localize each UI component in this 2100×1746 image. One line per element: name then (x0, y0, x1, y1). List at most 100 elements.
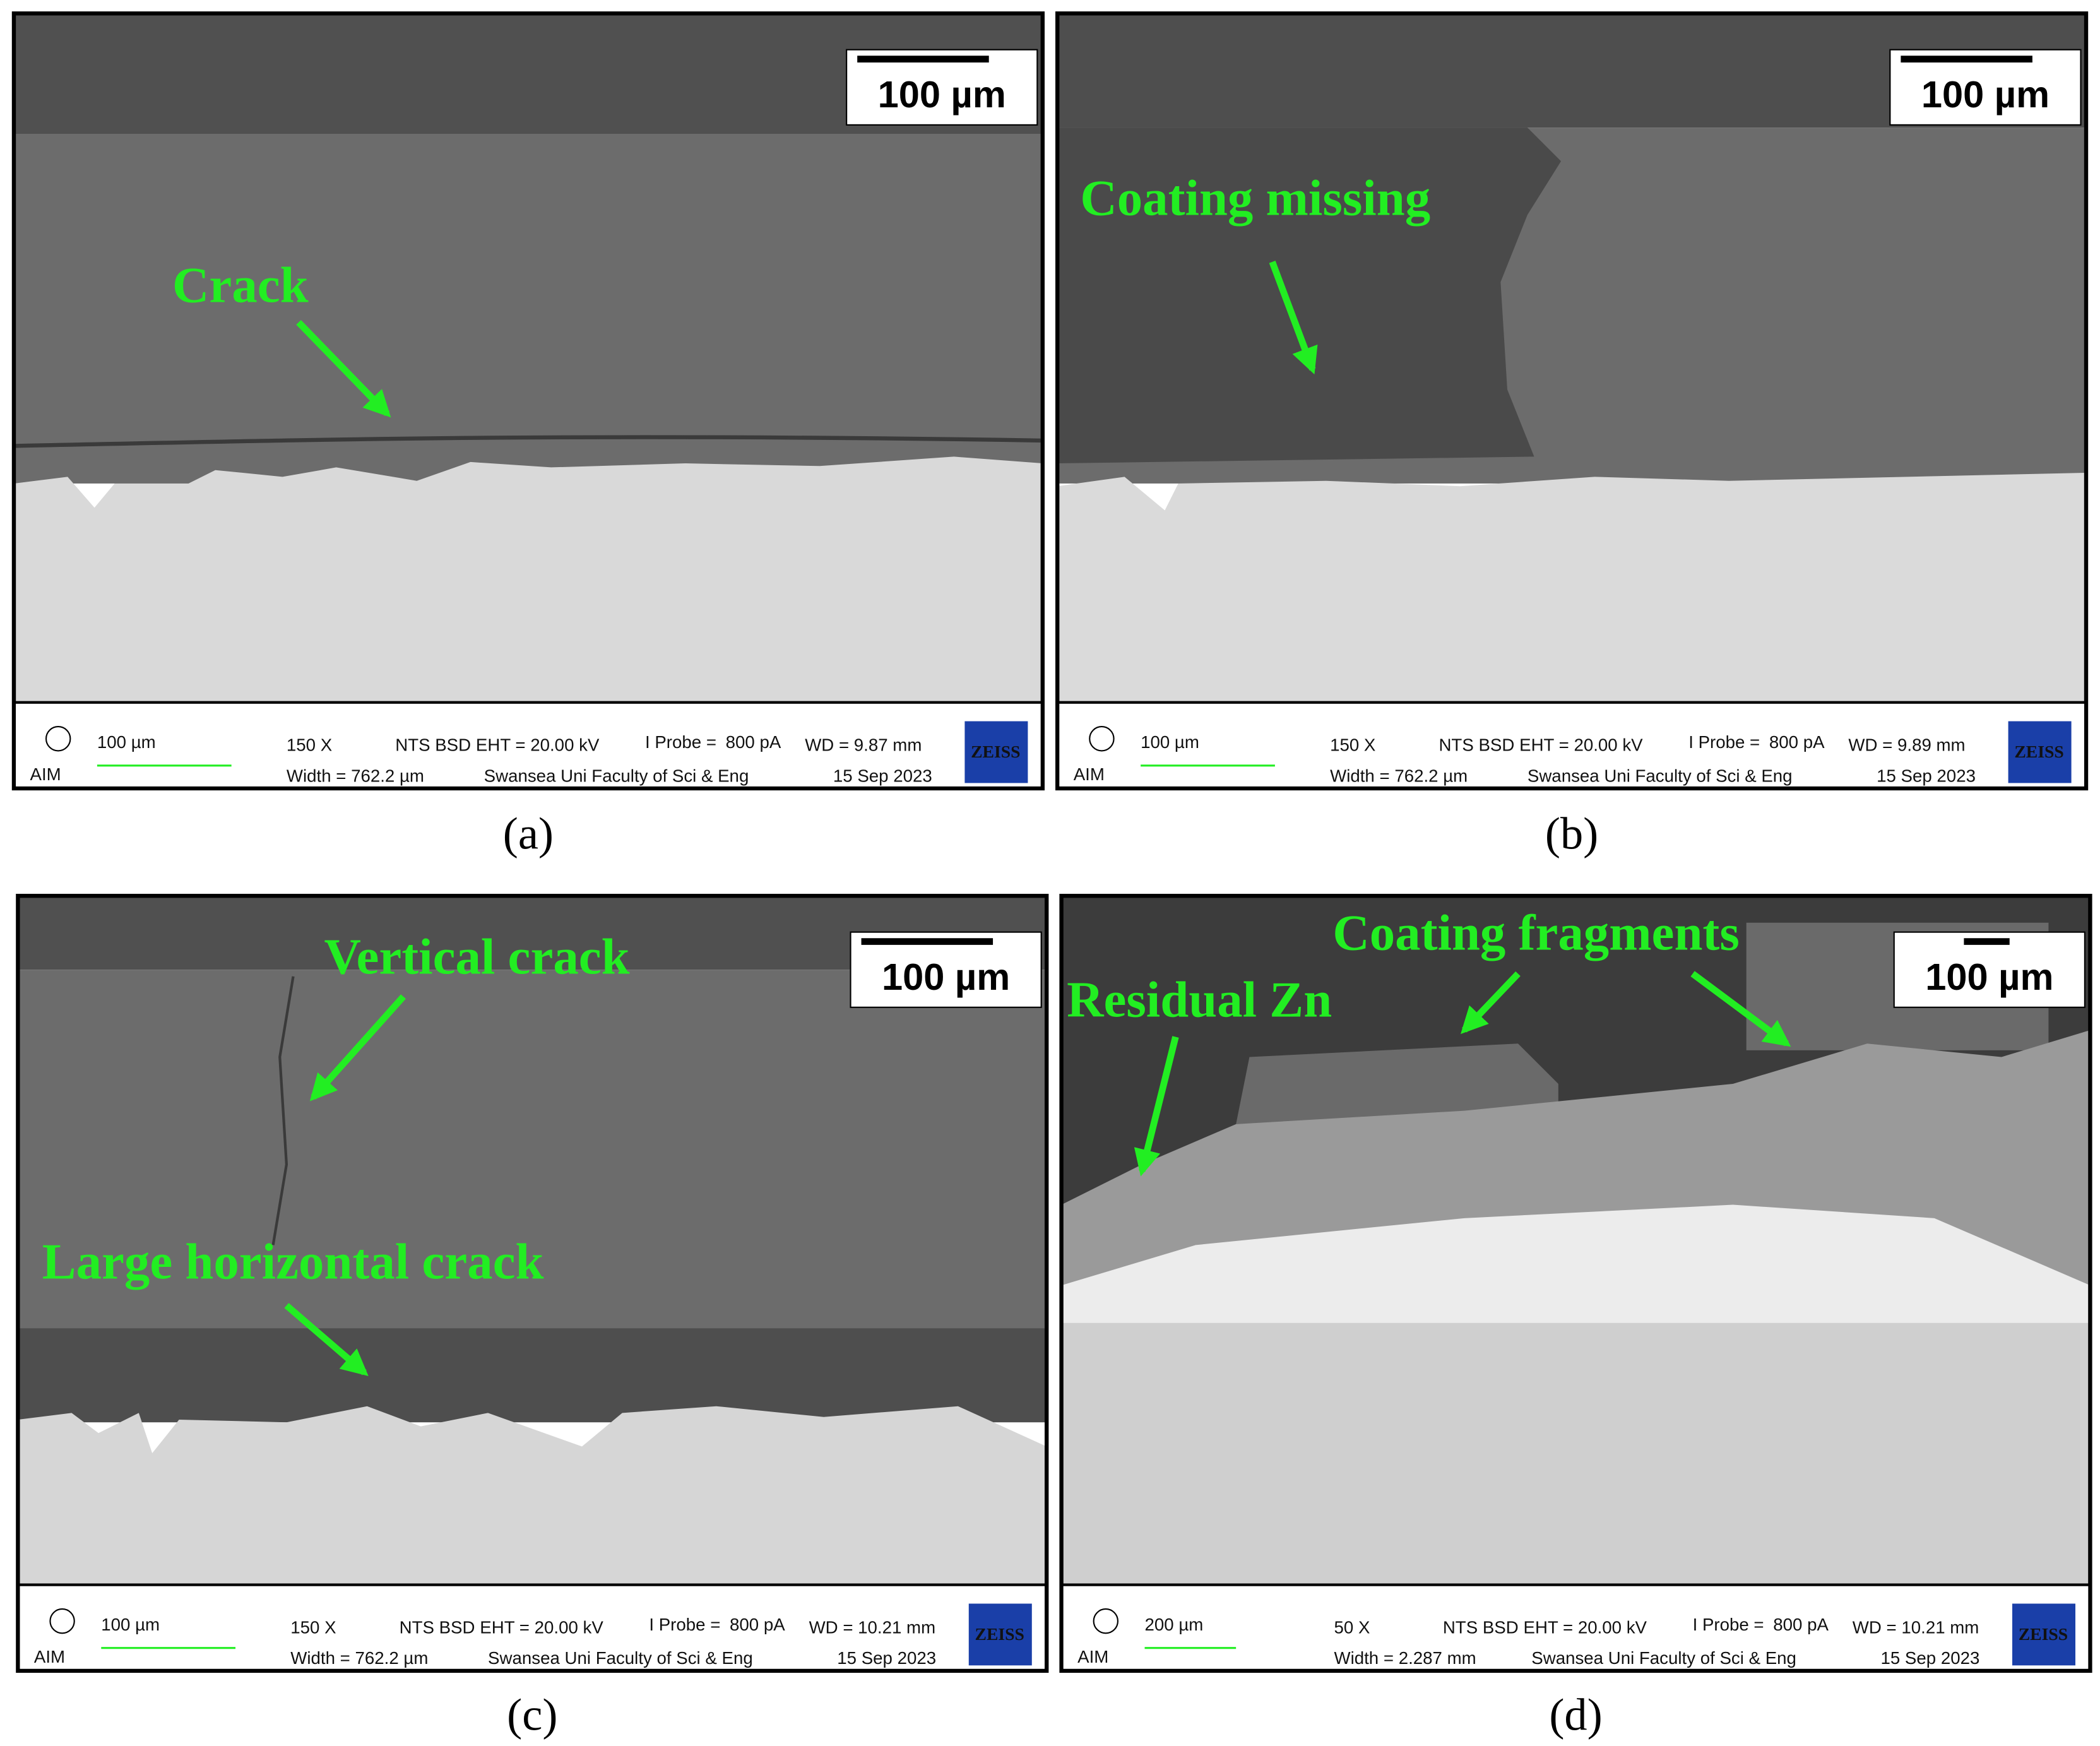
scale-label: 100 µm (1925, 956, 2053, 998)
info-wd: WD = 9.87 mm (805, 735, 922, 754)
info-width: Width = 762.2 µm (290, 1648, 428, 1668)
info-date: 15 Sep 2023 (1877, 766, 1976, 785)
region (271, 976, 295, 1245)
brand: AIM (30, 764, 61, 784)
arrow (309, 994, 406, 1102)
arrow (296, 319, 391, 418)
info-detector: NTS BSD (395, 735, 471, 754)
info-probe: 800 pA (1773, 1615, 1829, 1634)
info-width: Width = 762.2 µm (287, 766, 424, 785)
frame (11, 11, 1045, 791)
info-bar: AIM 200 µm 50 X NTS BSD EHT = 20.00 kV I Prob… (1061, 1583, 2091, 1669)
region (13, 134, 1043, 484)
aim-icon (1093, 1608, 1119, 1634)
region (13, 435, 1043, 448)
info-logo: ZEISS (971, 742, 1020, 761)
region (13, 456, 1043, 703)
info-lab: Swansea Uni Faculty of Sci & Eng (1528, 766, 1793, 785)
scale-label: 100 µm (1921, 73, 2050, 116)
info-eht: EHT = 20.00 kV (476, 735, 600, 754)
info-bg (1059, 702, 2084, 787)
caption: (c) (507, 1689, 557, 1740)
arrow (1134, 1036, 1179, 1177)
panel: 100 µm Crack AIM 100 µm 150 X NTS BSD EHT = 20… (11, 11, 1045, 791)
info-bg (1063, 1584, 2089, 1669)
info-eht: EHT = 20.00 kV (480, 1617, 603, 1637)
info-bg (20, 1584, 1045, 1669)
info-bg (16, 702, 1041, 787)
info-date: 15 Sep 2023 (833, 766, 932, 785)
brand: AIM (1077, 1647, 1108, 1666)
frame (16, 893, 1049, 1673)
arrow (1690, 971, 1791, 1047)
region (1236, 1043, 1558, 1124)
info-wd: WD = 10.21 mm (809, 1617, 936, 1637)
region (1057, 472, 2087, 703)
brand: AIM (1074, 764, 1105, 784)
arrow (1269, 261, 1318, 375)
info-date: 15 Sep 2023 (837, 1648, 936, 1668)
micrograph (18, 896, 1047, 1585)
annotation: Crack (172, 258, 309, 314)
region (18, 1328, 1047, 1423)
annotation: Large horizontal crack (42, 1234, 544, 1290)
panel: 100 µm Vertical crack Large horizontal cra… (16, 893, 1049, 1673)
info-probe: 800 pA (730, 1615, 785, 1634)
aim-icon (49, 1608, 75, 1634)
annotation: Vertical crack (324, 929, 629, 985)
info-logo: ZEISS (2019, 1624, 2068, 1644)
info-probe_label: I Probe = (645, 732, 716, 752)
caption: (d) (1549, 1689, 1602, 1740)
logo-bg (2008, 721, 2072, 783)
info-mag: 150 X (290, 1617, 336, 1637)
info-scale: 100 µm (97, 732, 156, 752)
info-probe_label: I Probe = (1688, 732, 1760, 752)
scale-label: 100 µm (882, 956, 1010, 998)
micrograph (1057, 13, 2087, 703)
scale-label: 100 µm (878, 73, 1006, 116)
micrograph (1061, 896, 2091, 1585)
frame (1059, 893, 2092, 1673)
info-logo: ZEISS (975, 1624, 1024, 1644)
info-width: Width = 2.287 mm (1334, 1648, 1476, 1668)
aim-icon (45, 726, 71, 752)
info-wd: WD = 10.21 mm (1853, 1617, 1979, 1637)
frame (1055, 11, 2089, 791)
logo-bg (2012, 1603, 2075, 1666)
caption: (a) (503, 809, 554, 859)
arrow (284, 1303, 369, 1377)
region (1061, 1322, 2091, 1585)
info-scale: 100 µm (101, 1615, 160, 1634)
info-probe_label: I Probe = (1693, 1615, 1764, 1634)
info-detector: NTS BSD (400, 1617, 475, 1637)
info-probe_label: I Probe = (649, 1615, 720, 1634)
info-mag: 50 X (1334, 1617, 1370, 1637)
logo-bg (964, 721, 1028, 783)
info-logo: ZEISS (2014, 742, 2063, 761)
info-mag: 150 X (287, 735, 332, 754)
annotation: Coating fragments (1332, 905, 1739, 961)
info-scale: 100 µm (1141, 732, 1199, 752)
info-detector: NTS BSD (1443, 1617, 1519, 1637)
logo-bg (968, 1603, 1032, 1666)
region (18, 970, 1047, 1339)
info-lab: Swansea Uni Faculty of Sci & Eng (488, 1648, 753, 1668)
info-width: Width = 762.2 µm (1330, 766, 1468, 785)
info-eht: EHT = 20.00 kV (1524, 1617, 1647, 1637)
info-lab: Swansea Uni Faculty of Sci & Eng (484, 766, 749, 785)
info-probe: 800 pA (1769, 732, 1825, 752)
aim-icon (1089, 726, 1115, 752)
micrograph (13, 13, 1043, 703)
info-detector: NTS BSD (1439, 735, 1514, 754)
brand: AIM (34, 1647, 65, 1666)
info-bar: AIM 100 µm 150 X NTS BSD EHT = 20.00 kV I Pro… (13, 701, 1043, 787)
info-scale: 200 µm (1145, 1615, 1204, 1634)
region (1061, 1204, 2091, 1326)
arrow (1461, 971, 1521, 1035)
caption: (b) (1545, 809, 1598, 859)
info-probe: 800 pA (726, 732, 781, 752)
info-bar: AIM 100 µm 150 X NTS BSD EHT = 20.00 kV I Pro… (18, 1583, 1047, 1669)
